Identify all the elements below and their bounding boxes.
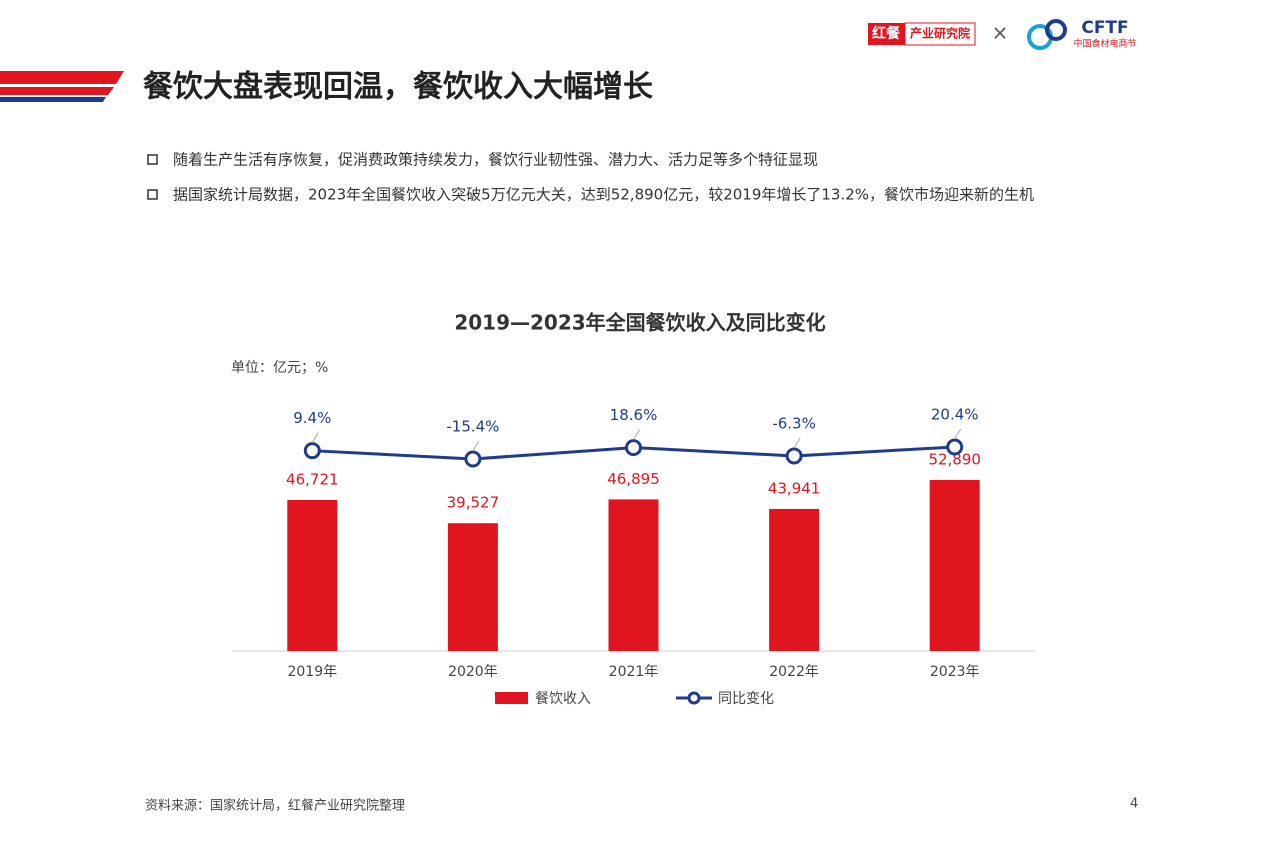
logo-box	[868, 23, 905, 45]
stripe-blue	[0, 97, 106, 102]
legend-label: 餐饮收入	[535, 691, 591, 707]
bar-label: 46,895	[607, 470, 660, 488]
label-leader	[954, 428, 962, 440]
line-marker	[785, 447, 803, 465]
x-tick-label: 2021年	[609, 664, 659, 680]
bar	[447, 523, 498, 651]
line-label: -6.3%	[772, 414, 816, 432]
label-leader	[472, 440, 480, 452]
bar	[608, 499, 659, 651]
logo-separator: ×	[992, 21, 1009, 45]
stripe-red	[0, 71, 124, 84]
legend-swatch	[687, 691, 701, 705]
x-tick-label: 2020年	[448, 664, 498, 680]
legend-swatch	[495, 692, 528, 704]
logo-partner: CFTF	[1081, 18, 1128, 38]
line-marker	[625, 439, 642, 457]
line-label: 9.4%	[293, 409, 331, 427]
unit-label: 单位：亿元；%	[231, 360, 328, 376]
x-tick-label: 2019年	[287, 664, 337, 680]
logo-icon	[1045, 19, 1067, 41]
bar-label: 43,941	[768, 479, 821, 497]
bar-label: 46,721	[286, 470, 339, 488]
bar-label: 39,527	[447, 494, 500, 512]
x-tick-label: 2023年	[930, 664, 980, 680]
bullet-text: 据国家统计局数据，2023年全国餐饮收入突破5万亿元大关，达到52,890亿元，…	[173, 186, 1034, 204]
logo-institute: 产业研究院	[910, 26, 970, 41]
bullet-icon	[147, 154, 158, 165]
bullet-text: 随着生产生活有序恢复，促消费政策持续发力，餐饮行业韧性强、潜力大、活力足等多个特…	[173, 151, 818, 169]
line-marker	[946, 438, 964, 456]
line-label: -15.4%	[446, 418, 499, 436]
line-marker	[303, 442, 321, 460]
bar	[769, 508, 820, 651]
label-leader	[793, 437, 801, 449]
line-label: 18.6%	[610, 406, 658, 424]
logo-box	[904, 22, 976, 46]
bar	[287, 499, 338, 651]
legend-label: 同比变化	[718, 691, 774, 707]
page-number: 4	[1130, 797, 1138, 812]
logo-partner-sub: 中国食材电商节	[1073, 38, 1136, 50]
logo-brand: 红餐	[872, 25, 901, 42]
stripe-red	[0, 87, 114, 95]
label-leader	[633, 429, 640, 440]
line-marker	[464, 450, 482, 468]
chart-title: 2019—2023年全国餐饮收入及同比变化	[454, 311, 825, 335]
bar-label: 52,890	[928, 451, 981, 469]
source: 资料来源：国家统计局，红餐产业研究院整理	[145, 798, 405, 814]
slide-title: 餐饮大盘表现回温，餐饮收入大幅增长	[143, 70, 653, 105]
bar	[929, 480, 980, 651]
bullet-icon	[147, 189, 158, 200]
x-tick-label: 2022年	[769, 664, 819, 680]
line-label: 20.4%	[931, 406, 979, 424]
label-leader	[311, 432, 319, 443]
